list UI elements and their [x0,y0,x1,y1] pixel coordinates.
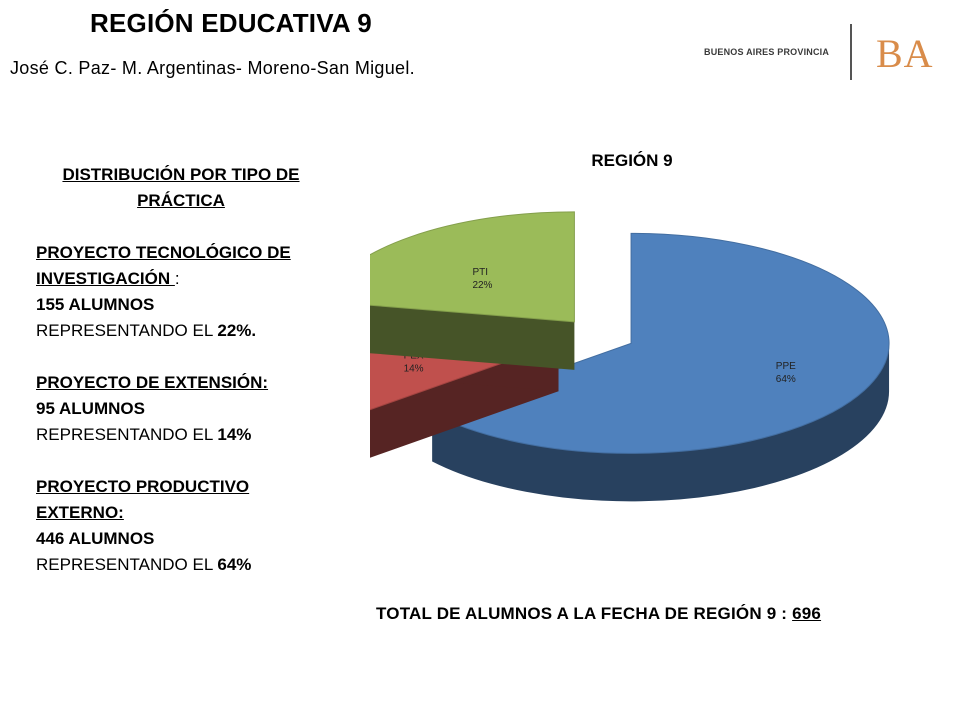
slice-value-label: 14% [404,363,424,374]
chart-title: REGIÓN 9 [591,151,672,170]
slice-label: PTI [472,267,488,278]
pie-slice-ppe: PPE 64% [431,232,890,502]
item-name: PROYECTO PRODUCTIVO EXTERNO: [36,477,250,522]
item-rep-pct: 22%. [217,321,257,340]
slice-value-label: 22% [472,280,492,291]
item-name: PROYECTO TECNOLÓGICO DE INVESTIGACIÓN [36,243,291,288]
item-suffix: : [174,269,180,288]
logo-mark: BA [876,31,934,76]
item-rep-prefix: REPRESENTANDO EL [36,321,218,340]
item-rep-prefix: REPRESENTANDO EL [36,555,218,574]
total-label: TOTAL DE ALUMNOS A LA FECHA DE REGIÓN 9 … [376,604,793,623]
item-count: 446 ALUMNOS [36,529,155,548]
total-students: TOTAL DE ALUMNOS A LA FECHA DE REGIÓN 9 … [376,604,821,624]
item-rep-pct: 14% [217,425,252,444]
total-value: 696 [792,604,822,623]
summary-heading: DISTRIBUCIÓN POR TIPO DE PRÁCTICA [62,165,300,210]
item-count: 95 ALUMNOS [36,399,145,418]
province-logo: BUENOS AIRES PROVINCIA BA [700,22,950,82]
page-subtitle: José C. Paz- M. Argentinas- Moreno-San M… [10,58,415,78]
page-title: REGIÓN EDUCATIVA 9 [90,8,372,38]
item-rep-prefix: REPRESENTANDO EL [36,425,218,444]
logo-divider [850,24,852,80]
item-rep-pct: 64% [217,555,252,574]
slice-value-label: 64% [776,374,796,385]
summary-item: PROYECTO TECNOLÓGICO DE INVESTIGACIÓN : … [36,240,336,344]
distribution-summary: DISTRIBUCIÓN POR TIPO DE PRÁCTICA PROYEC… [36,162,336,578]
item-name: PROYECTO DE EXTENSIÓN: [36,373,269,392]
summary-item: PROYECTO DE EXTENSIÓN: 95 ALUMNOS REPRES… [36,370,336,448]
logo-text: BUENOS AIRES PROVINCIA [704,47,830,57]
summary-item: PROYECTO PRODUCTIVO EXTERNO: 446 ALUMNOS… [36,474,336,578]
slice-label: PPE [776,361,796,372]
item-count: 155 ALUMNOS [36,295,155,314]
pie-slice-pti: PTI 22% [370,211,575,370]
